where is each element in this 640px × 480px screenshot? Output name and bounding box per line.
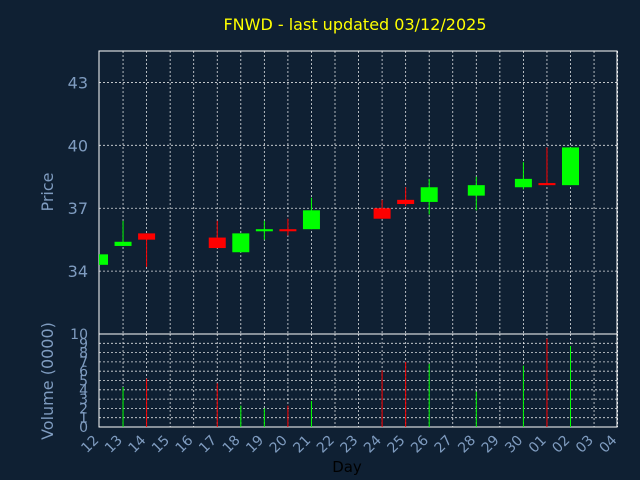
x-tick-label: 27 bbox=[432, 433, 456, 457]
volume-tick-label: 2 bbox=[79, 401, 88, 417]
volume-tick-label: 8 bbox=[79, 346, 88, 362]
x-tick-label: 24 bbox=[361, 432, 385, 456]
x-tick-label: 01 bbox=[526, 433, 550, 457]
candle-body bbox=[397, 199, 415, 205]
candle-body bbox=[99, 254, 108, 265]
x-tick-label: 20 bbox=[267, 433, 291, 457]
x-tick-label: 12 bbox=[78, 433, 102, 457]
x-tick-label: 22 bbox=[314, 433, 338, 457]
candle-body bbox=[514, 178, 532, 188]
x-tick-label: 13 bbox=[102, 433, 126, 457]
volume-tick-label: 5 bbox=[79, 374, 88, 390]
volume-tick-label: 6 bbox=[79, 364, 88, 380]
volume-tick-label: 1 bbox=[79, 411, 88, 427]
price-panel-frame bbox=[98, 50, 618, 335]
volume-axis-label: Volume (0000) bbox=[38, 322, 57, 440]
x-axis-label: Day bbox=[332, 458, 362, 476]
candle-body bbox=[420, 187, 438, 202]
volume-tick-label: 3 bbox=[79, 392, 88, 408]
price-axis-label: Price bbox=[38, 172, 57, 211]
x-tick-label: 03 bbox=[573, 433, 597, 457]
x-tick-label: 30 bbox=[502, 433, 526, 457]
x-tick-label: 16 bbox=[173, 432, 197, 456]
volume-tick-label: 9 bbox=[79, 336, 88, 352]
candle-body bbox=[208, 237, 226, 249]
x-tick-label: 28 bbox=[455, 433, 479, 457]
price-panel: 34 37 40 43 bbox=[68, 50, 618, 335]
x-tick-label: 23 bbox=[337, 433, 361, 457]
candle-body bbox=[302, 210, 320, 230]
volume-tick-label: 0 bbox=[79, 420, 88, 436]
candle-body bbox=[279, 229, 297, 232]
price-tick-label: 34 bbox=[68, 262, 88, 281]
x-tick-label: 04 bbox=[597, 432, 621, 456]
x-tick-label: 26 bbox=[408, 432, 432, 456]
volume-tick-label: 7 bbox=[79, 355, 88, 371]
candle-body bbox=[538, 183, 556, 186]
x-tick-label: 19 bbox=[243, 433, 267, 457]
candle-body bbox=[232, 233, 250, 253]
x-tick-label: 18 bbox=[220, 433, 244, 457]
price-tick-label: 40 bbox=[68, 136, 88, 155]
x-tick-label: 29 bbox=[479, 433, 503, 457]
candle-body bbox=[562, 147, 579, 186]
candle-body bbox=[373, 208, 391, 219]
volume-tick-label: 4 bbox=[79, 383, 88, 399]
price-tick-label: 37 bbox=[68, 199, 88, 218]
x-tick-label: 02 bbox=[549, 433, 573, 457]
candle-body bbox=[138, 233, 156, 240]
x-tick-label: 14 bbox=[126, 432, 150, 456]
volume-panel-frame bbox=[98, 333, 618, 428]
candle-body bbox=[255, 229, 273, 232]
candle-body bbox=[467, 185, 485, 196]
x-tick-label: 21 bbox=[290, 433, 314, 457]
price-tick-label: 43 bbox=[68, 73, 88, 92]
x-tick-label: 15 bbox=[149, 433, 173, 457]
x-tick-label: 25 bbox=[385, 433, 409, 457]
x-axis: 12 13 14 15 16 17 18 19 20 21 22 23 24 25 26 27 28 29 30 01… bbox=[78, 432, 620, 456]
candle-body bbox=[114, 241, 132, 246]
x-tick-label: 17 bbox=[196, 433, 220, 457]
chart-title: FNWD - last updated 03/12/2025 bbox=[223, 15, 486, 34]
volume-tick-label: 10 bbox=[70, 327, 88, 343]
